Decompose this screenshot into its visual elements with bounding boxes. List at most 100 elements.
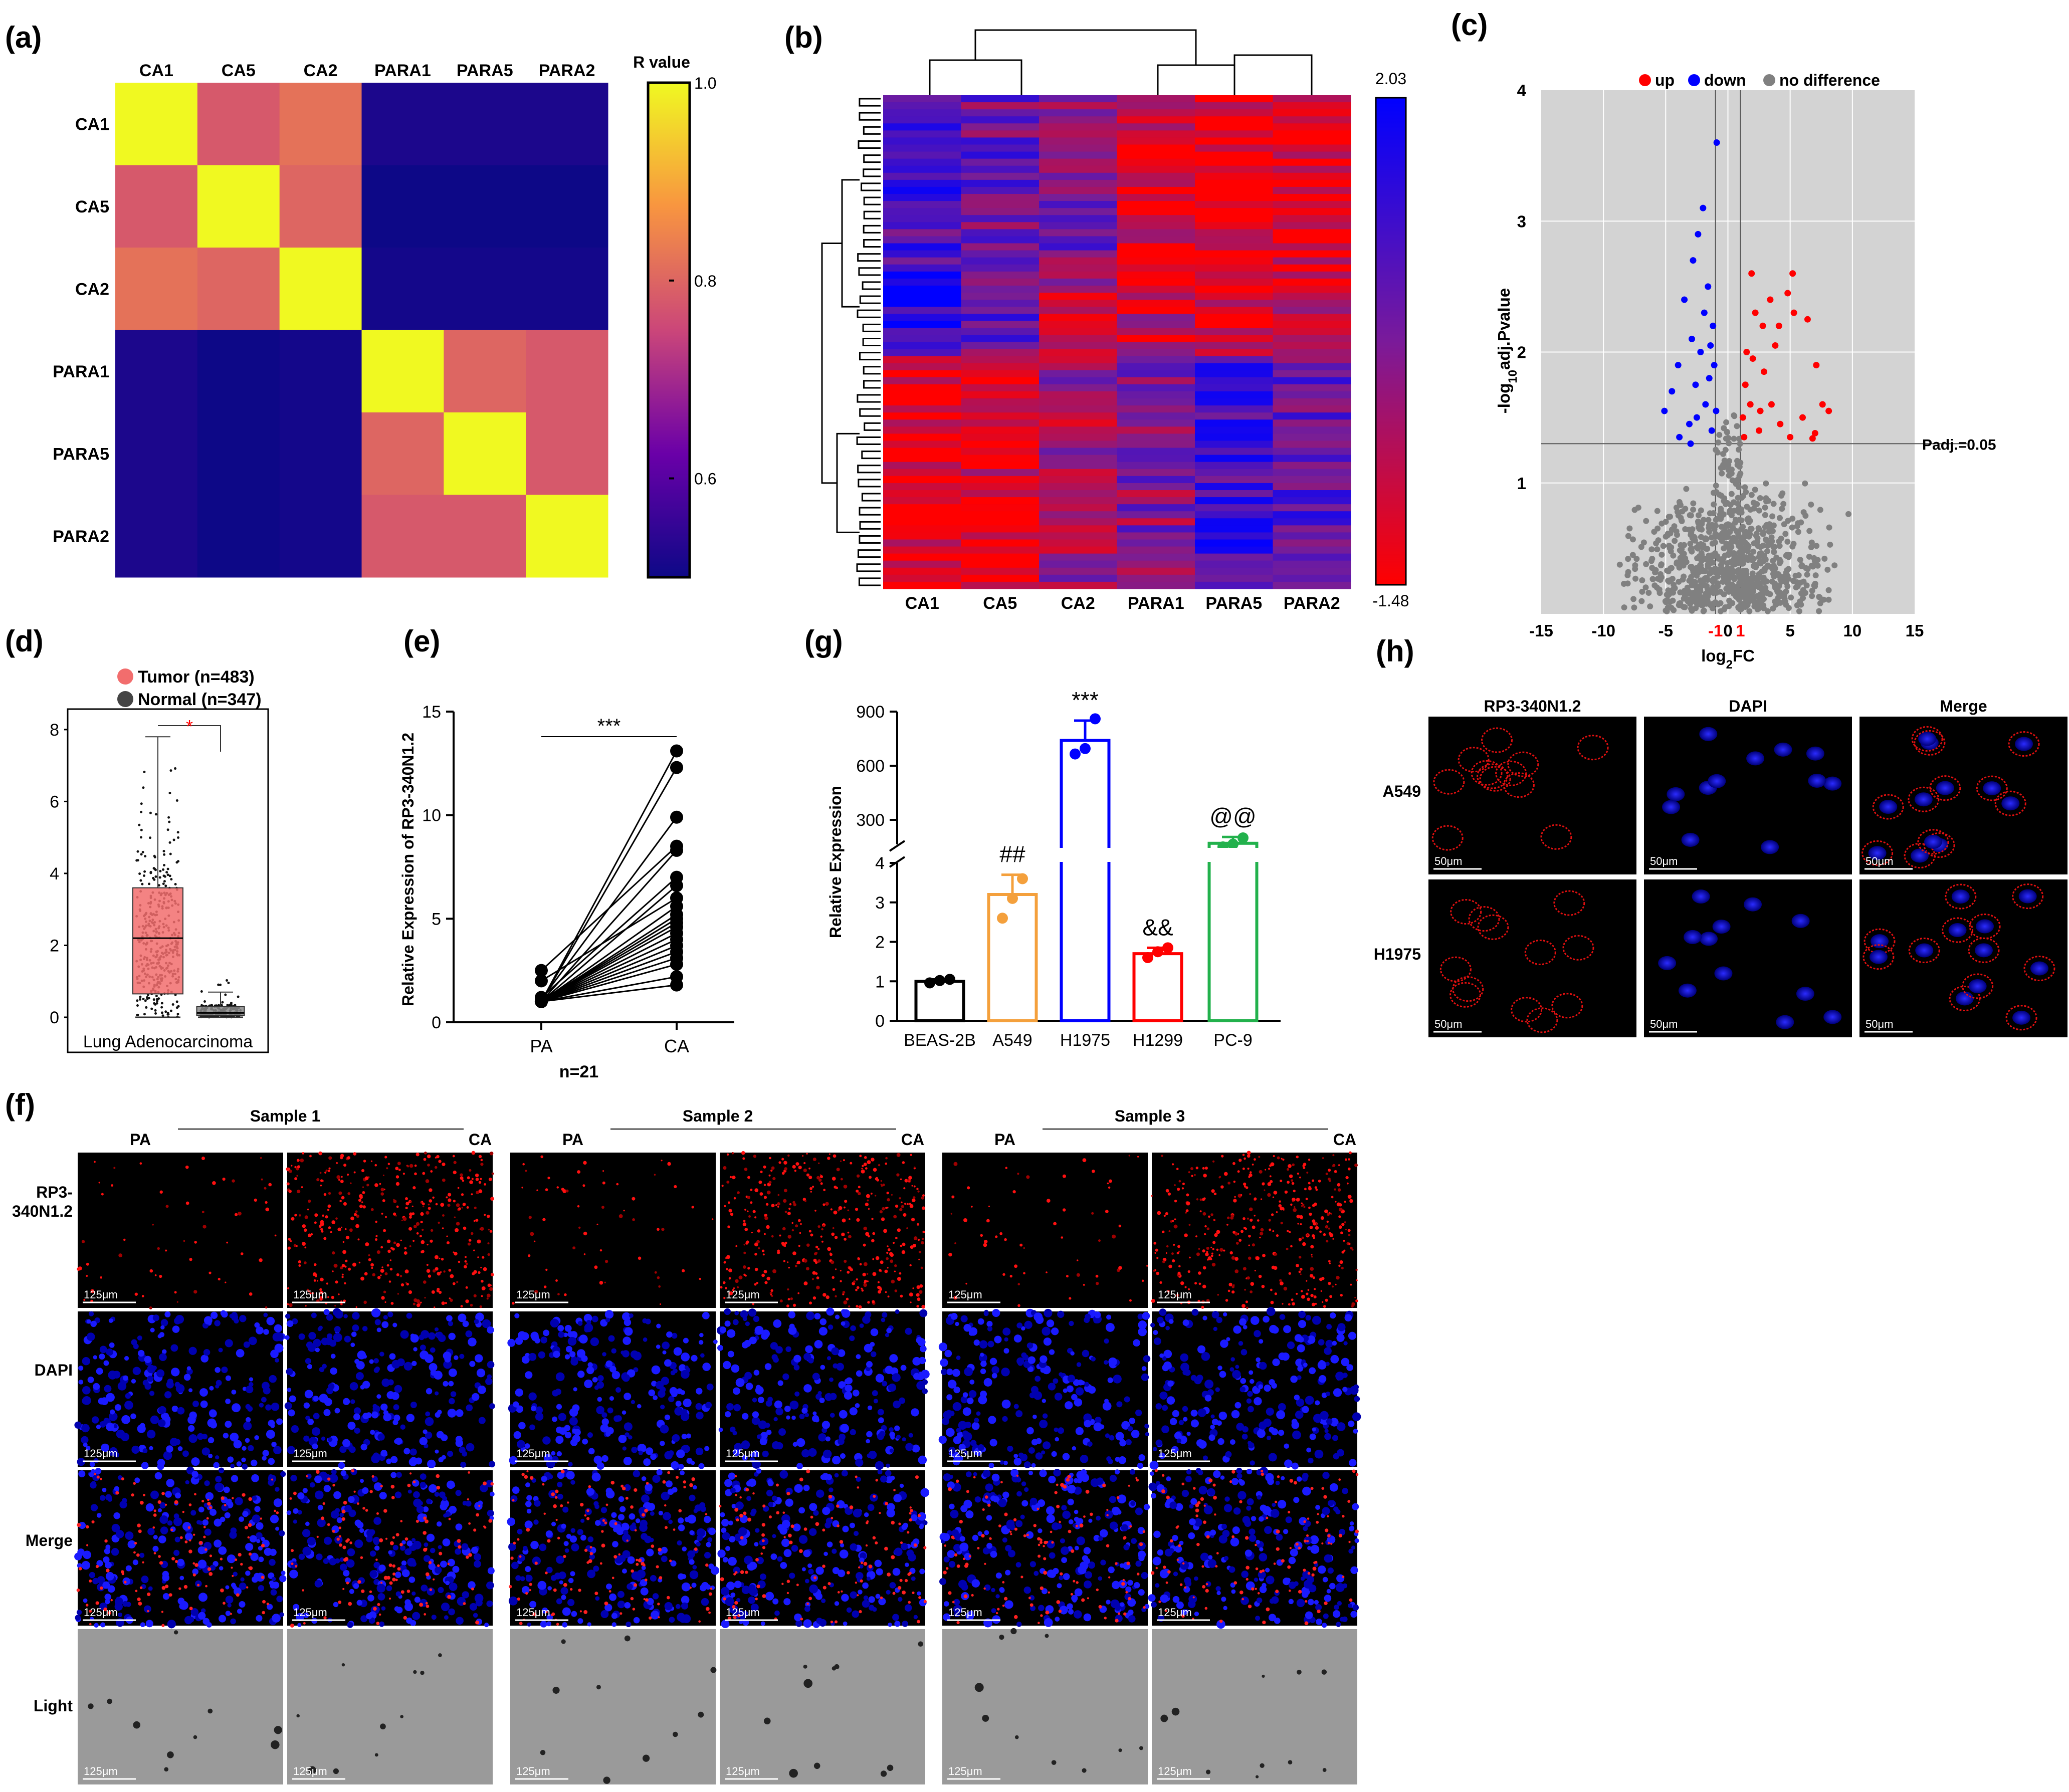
red-signal: [656, 1565, 659, 1569]
red-signal: [596, 1223, 598, 1225]
red-signal: [420, 1220, 423, 1224]
red-signal: [644, 1508, 648, 1513]
nucleus: [466, 1443, 475, 1452]
nucleus: [329, 1557, 337, 1565]
red-signal: [147, 1610, 149, 1613]
e-significance: ***: [597, 715, 621, 737]
b-heatmap-cell: [883, 342, 961, 350]
nucleus: [607, 1407, 613, 1414]
red-signal: [698, 1620, 701, 1623]
red-signal: [783, 1161, 787, 1165]
c-point-down: [1687, 440, 1694, 447]
nucleus: [350, 1399, 355, 1404]
nucleus: [374, 1545, 380, 1551]
nucleus: [91, 1481, 96, 1486]
red-signal: [77, 1523, 81, 1527]
nucleus: [567, 1336, 577, 1346]
red-signal: [476, 1513, 480, 1517]
nucleus: [388, 1550, 392, 1554]
b-heatmap-cell: [1195, 328, 1273, 335]
red-signal: [481, 1286, 486, 1290]
d-point-tumor: [140, 810, 143, 813]
nucleus: [220, 1516, 226, 1522]
nucleus: [225, 1596, 234, 1604]
c-point-down: [1697, 349, 1704, 355]
a-colorbar-tick-label: 0.8: [694, 272, 716, 290]
red-signal: [100, 1276, 102, 1279]
red-signal: [556, 1623, 559, 1626]
red-signal: [456, 1222, 460, 1226]
red-signal: [373, 1607, 377, 1611]
nucleus: [416, 1503, 420, 1508]
red-signal: [416, 1299, 420, 1303]
d-point-tumor: [160, 1002, 163, 1005]
red-signal: [567, 1501, 569, 1504]
red-signal: [371, 1267, 373, 1269]
nucleus: [705, 1402, 712, 1409]
c-point-nodiff: [1681, 573, 1687, 580]
b-heatmap-cell: [1117, 504, 1195, 512]
red-signal: [771, 1235, 774, 1238]
red-signal: [547, 1539, 551, 1543]
nucleus: [442, 1538, 451, 1546]
nucleus: [658, 1510, 663, 1516]
red-signal: [636, 1562, 639, 1566]
nucleus: [401, 1569, 410, 1578]
b-heatmap-cell: [1273, 186, 1351, 194]
red-signal: [426, 1269, 431, 1273]
red-signal: [461, 1193, 464, 1196]
nucleus: [563, 1541, 569, 1546]
red-signal: [899, 1272, 902, 1275]
red-signal: [572, 1246, 576, 1250]
red-signal: [743, 1244, 745, 1246]
b-heatmap-cell: [961, 398, 1040, 406]
red-signal: [894, 1289, 898, 1292]
b-heatmap-cell: [1117, 158, 1195, 166]
red-signal: [381, 1212, 383, 1215]
c-point-nodiff: [1726, 597, 1733, 604]
red-signal: [392, 1578, 396, 1582]
h-column-label: Merge: [1940, 697, 1987, 715]
nucleus: [612, 1541, 618, 1547]
g-xtick-label: H1975: [1060, 1031, 1110, 1050]
red-signal: [565, 1189, 569, 1193]
nucleus: [256, 1522, 264, 1530]
red-signal: [481, 1295, 483, 1297]
c-point-nodiff: [1630, 596, 1637, 602]
nucleus: [96, 1424, 101, 1429]
nucleus: [663, 1512, 671, 1520]
c-point-nodiff: [1766, 528, 1772, 535]
debris: [88, 1703, 94, 1709]
red-signal: [786, 1304, 789, 1307]
b-heatmap-cell: [1273, 285, 1351, 293]
b-heatmap-cell: [883, 384, 961, 392]
d-point-tumor: [140, 836, 143, 839]
b-heatmap-cell: [1273, 455, 1351, 463]
red-signal: [305, 1475, 308, 1477]
red-signal: [912, 1287, 914, 1289]
red-signal: [264, 1187, 267, 1190]
red-signal: [669, 1559, 672, 1562]
c-point-nodiff: [1651, 529, 1658, 535]
b-heatmap-cell: [1039, 236, 1117, 244]
c-point-up: [1757, 407, 1764, 414]
nucleus: [302, 1546, 312, 1556]
red-signal: [489, 1230, 493, 1233]
red-signal: [921, 1304, 925, 1309]
g-xtick-label: PC-9: [1213, 1031, 1252, 1050]
nucleus: [314, 1475, 322, 1483]
c-xtick-label: -10: [1591, 621, 1615, 640]
b-heatmap-cell: [1195, 95, 1273, 103]
c-point-nodiff: [1635, 504, 1641, 511]
nucleus: [276, 1596, 283, 1603]
b-heatmap-cell: [1273, 158, 1351, 166]
red-signal: [395, 1167, 399, 1171]
b-heatmap-cell: [1117, 511, 1195, 519]
d-ytick-label: 0: [50, 1008, 59, 1027]
red-signal: [242, 1493, 246, 1497]
c-point-nodiff: [1782, 589, 1788, 596]
red-signal: [332, 1484, 335, 1487]
red-signal: [244, 1525, 248, 1529]
red-signal: [599, 1249, 602, 1252]
red-signal: [387, 1249, 391, 1253]
